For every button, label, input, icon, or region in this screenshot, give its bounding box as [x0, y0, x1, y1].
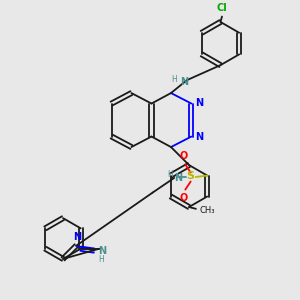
Text: N: N [174, 173, 182, 183]
Text: H: H [171, 75, 177, 84]
Text: H: H [98, 255, 104, 264]
Text: N: N [195, 98, 203, 108]
Text: O: O [180, 151, 188, 161]
Text: N: N [98, 246, 106, 256]
Text: N: N [195, 132, 203, 142]
Text: N: N [74, 232, 82, 242]
Text: O: O [180, 193, 188, 203]
Text: CH₃: CH₃ [200, 206, 215, 214]
Text: N: N [180, 76, 188, 87]
Text: S: S [187, 171, 195, 182]
Text: H: H [167, 170, 173, 179]
Text: Cl: Cl [217, 3, 227, 13]
